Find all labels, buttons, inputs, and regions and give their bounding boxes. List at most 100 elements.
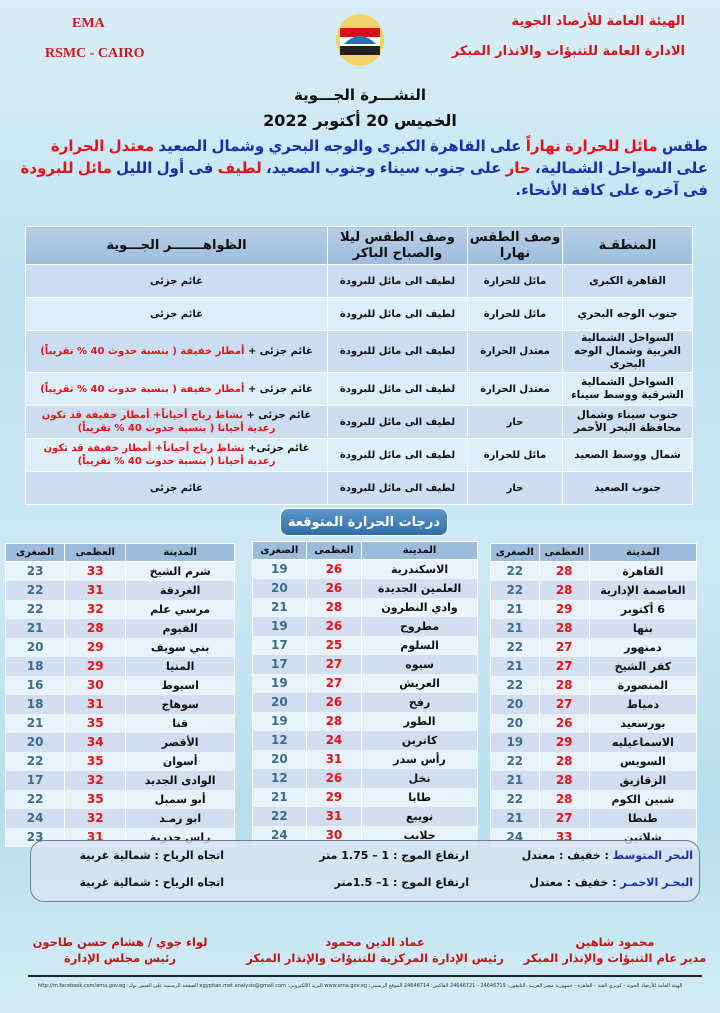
table-row: الأقصر 34 20 xyxy=(4,732,235,752)
cell-max: 29 xyxy=(305,787,363,807)
table-row: دمنهور 27 22 xyxy=(490,637,698,657)
cell-city: الاسماعيليه xyxy=(588,732,698,752)
cell-min: 20 xyxy=(4,732,66,752)
cell-max: 28 xyxy=(305,711,363,731)
sea-row-red-sea: البحـر الاحمـر : خفيف : معتدل ارتفاع الم… xyxy=(31,876,699,896)
cell-max: 27 xyxy=(538,694,590,714)
table-row: مطروح 26 19 xyxy=(252,616,478,636)
temperatures-title: درجات الحرارة المتوقعة xyxy=(280,508,448,536)
cell-max: 28 xyxy=(538,561,590,581)
table-row: ابو رمـد 32 24 xyxy=(4,808,235,828)
cell-min: 18 xyxy=(4,694,66,714)
cell-max: 29 xyxy=(538,732,590,752)
table-row: اسيوط 30 16 xyxy=(4,675,235,695)
cell-city: أسوان xyxy=(125,751,235,771)
cell-day: معتدل الحرارة xyxy=(467,330,563,373)
cell-max: 35 xyxy=(64,789,127,809)
text-segment: لطيف xyxy=(217,159,262,177)
cell-min: 20 xyxy=(4,637,66,657)
text-segment: فى أول الليل xyxy=(111,159,218,177)
table-row: العلمين الجديدة 26 20 xyxy=(252,578,478,598)
cell-max: 26 xyxy=(305,692,363,712)
column-header: المدينة xyxy=(588,543,698,562)
column-header: وصف الطقس نهارا xyxy=(467,226,563,265)
table-row: العريش 27 19 xyxy=(252,673,478,693)
table-row: رأس سدر 31 20 xyxy=(252,749,478,769)
cell-max: 28 xyxy=(538,770,590,790)
signature-name: محمود شاهين xyxy=(575,935,655,949)
cell-night: لطيف الى مائل للبرودة xyxy=(327,372,468,406)
cell-min: 12 xyxy=(252,768,307,788)
org-name: الهيئة العامة للأرصاد الجوية xyxy=(511,14,685,29)
weather-summary: طقس مائل للحرارة نهاراً على القاهرة الكب… xyxy=(12,135,708,201)
cell-city: بنها xyxy=(588,618,698,638)
table-row: نخل 26 12 xyxy=(252,768,478,788)
cell-min: 19 xyxy=(252,711,307,731)
cell-min: 21 xyxy=(490,599,540,619)
table-row: جنوب الصعيد حار لطيف الى مائل للبرودة غائم … xyxy=(25,471,693,505)
table-row: بنها 28 21 xyxy=(490,618,698,638)
cell-phenomena: غائم جزئى xyxy=(25,471,328,505)
wind-direction: اتجاه الرياح : شمالية غربية xyxy=(79,849,224,862)
footer-contact[interactable]: الهيئة العامة للأرصاد الجوية - كوبري الق… xyxy=(37,983,683,989)
cell-max: 24 xyxy=(305,730,363,750)
footer-divider xyxy=(28,975,702,977)
cell-city: الوادى الجديد xyxy=(125,770,235,790)
cell-city: دمنهور xyxy=(588,637,698,657)
cell-city: الاسكندرية xyxy=(361,559,478,579)
table-row: أبو سمبل 35 22 xyxy=(4,789,235,809)
cell-max: 33 xyxy=(64,561,127,581)
wave-height: ارتفاع الموج : 1– 1.5متر xyxy=(334,876,469,889)
text-segment: غائم جزئى + xyxy=(242,410,312,421)
cell-min: 22 xyxy=(4,580,66,600)
table-row: الطور 28 19 xyxy=(252,711,478,731)
cell-max: 28 xyxy=(538,675,590,695)
sea-state: : خفيف : معتدل xyxy=(521,849,613,862)
table-row: رفح 26 20 xyxy=(252,692,478,712)
text-segment: غائم جزئى xyxy=(150,275,203,287)
cell-city: بني سويف xyxy=(125,637,235,657)
cell-phenomena: غائم جزئى+ نشاط رياح أحياناً+ أمطار خفيف… xyxy=(25,438,328,472)
cell-phenomena: غائم جزئى + أمطار خفيفة ( بنسبة حدوث 40 … xyxy=(25,330,328,373)
table-row: شمال ووسط الصعيد مائل للحرارة لطيف الى مائ… xyxy=(25,438,693,472)
cell-phenomena: غائم جزئى + نشاط رياح أحياناً+ أمطار خفي… xyxy=(25,405,328,439)
cell-city: طابا xyxy=(361,787,478,807)
cell-min: 17 xyxy=(4,770,66,790)
column-header: الصغرى xyxy=(490,543,540,562)
text-segment: أمطار خفيفة ( بنسبة حدوث 40 % تقريباً) xyxy=(40,383,245,395)
cell-min: 12 xyxy=(252,730,307,750)
column-header: العظمى xyxy=(64,543,127,562)
table-row: المنصورة 28 22 xyxy=(490,675,698,695)
column-header: الصغرى xyxy=(252,541,307,560)
cell-min: 24 xyxy=(252,825,307,845)
cell-min: 19 xyxy=(252,559,307,579)
text-segment: فى آخره على كافة الأنحاء. xyxy=(515,181,708,199)
cell-min: 21 xyxy=(490,656,540,676)
cell-city: طنطا xyxy=(588,808,698,828)
cell-max: 30 xyxy=(64,675,127,695)
wave-height: ارتفاع الموج : 1 – 1.75 متر xyxy=(319,849,469,862)
cell-city: ابو رمـد xyxy=(125,808,235,828)
cell-min: 22 xyxy=(490,789,540,809)
cell-min: 19 xyxy=(252,673,307,693)
cell-min: 24 xyxy=(4,808,66,828)
table-row: الوادى الجديد 32 17 xyxy=(4,770,235,790)
cell-day: حار xyxy=(467,405,563,439)
table-row: قنا 35 21 xyxy=(4,713,235,733)
cell-city: مرسي علم xyxy=(125,599,235,619)
cell-city: الزقازيق xyxy=(588,770,698,790)
signature-title: مدير عام التنبؤات والإنذار المبكر xyxy=(523,951,707,965)
cell-min: 19 xyxy=(252,616,307,636)
column-header: وصف الطقس ليلا والصباح الباكر xyxy=(327,226,468,265)
cell-city: الغردقة xyxy=(125,580,235,600)
cell-city: نويبع xyxy=(361,806,478,826)
cell-max: 25 xyxy=(305,635,363,655)
table-row: كفر الشيخ 27 21 xyxy=(490,656,698,676)
text-segment: غائم جزئى+ xyxy=(244,443,310,454)
cell-city: قنا xyxy=(125,713,235,733)
table-row: حلايب 30 24 xyxy=(252,825,478,845)
cell-city: الأقصر xyxy=(125,732,235,752)
cell-max: 28 xyxy=(538,618,590,638)
cell-max: 26 xyxy=(305,578,363,598)
cell-day: مائل للحرارة xyxy=(467,438,563,472)
